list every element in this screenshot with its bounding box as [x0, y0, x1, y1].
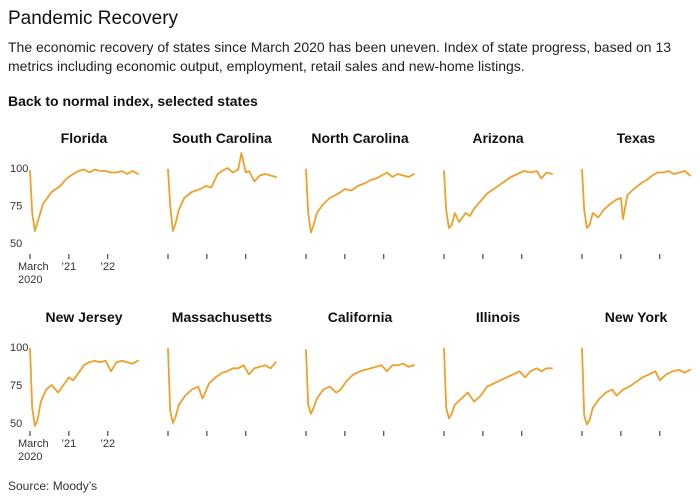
panel-illinois: Illinois [443, 309, 553, 436]
series-line-florida [29, 168, 139, 232]
y-tick-label: 100 [10, 163, 28, 175]
source-note: Source: Moody’s [8, 479, 98, 493]
panel-south-carolina: South Carolina [167, 130, 277, 259]
series-line-new-york [581, 347, 691, 426]
panel-title: Massachusetts [172, 309, 273, 325]
series-line-new-jersey [29, 347, 139, 427]
series-line-texas [581, 168, 691, 229]
x-tick-label: ’22 [100, 438, 115, 450]
panel-title: North Carolina [311, 130, 408, 146]
panel-title: Illinois [476, 309, 521, 325]
panel-texas: Texas [581, 130, 691, 259]
chart-label: Back to normal index, selected states [8, 93, 258, 109]
series-line-arizona [443, 170, 553, 229]
y-tick-label: 50 [10, 238, 22, 250]
x-tick-label: ’21 [62, 438, 77, 450]
panel-massachusetts: Massachusetts [167, 309, 277, 436]
x-tick-label: March [18, 438, 49, 450]
series-line-south-carolina [167, 152, 277, 232]
panel-california: California [305, 309, 415, 436]
panel-title: Arizona [472, 130, 524, 146]
page-title: Pandemic Recovery [8, 8, 179, 29]
panel-title: California [328, 309, 393, 325]
y-tick-label: 50 [10, 418, 22, 430]
x-tick-label: 2020 [18, 451, 42, 463]
series-line-california [305, 349, 415, 415]
panel-north-carolina: North Carolina [305, 130, 415, 259]
panel-new-york: New York [581, 309, 691, 436]
panel-arizona: Arizona [443, 130, 553, 259]
x-tick-label: ’22 [100, 261, 115, 273]
panel-title: Texas [617, 130, 656, 146]
y-tick-label: 75 [10, 201, 22, 213]
panel-title: New York [605, 309, 668, 325]
panel-title: South Carolina [172, 130, 272, 146]
x-tick-label: ’21 [62, 261, 77, 273]
series-line-north-carolina [305, 168, 415, 234]
panel-title: New Jersey [45, 309, 122, 325]
y-tick-label: 75 [10, 380, 22, 392]
series-line-massachusetts [167, 347, 277, 424]
panel-title: Florida [61, 130, 108, 146]
series-line-illinois [443, 347, 553, 420]
x-tick-label: 2020 [18, 274, 42, 286]
x-tick-label: March [18, 261, 49, 273]
y-tick-label: 100 [10, 342, 28, 354]
page-subtitle: The economic recovery of states since Ma… [8, 39, 672, 74]
